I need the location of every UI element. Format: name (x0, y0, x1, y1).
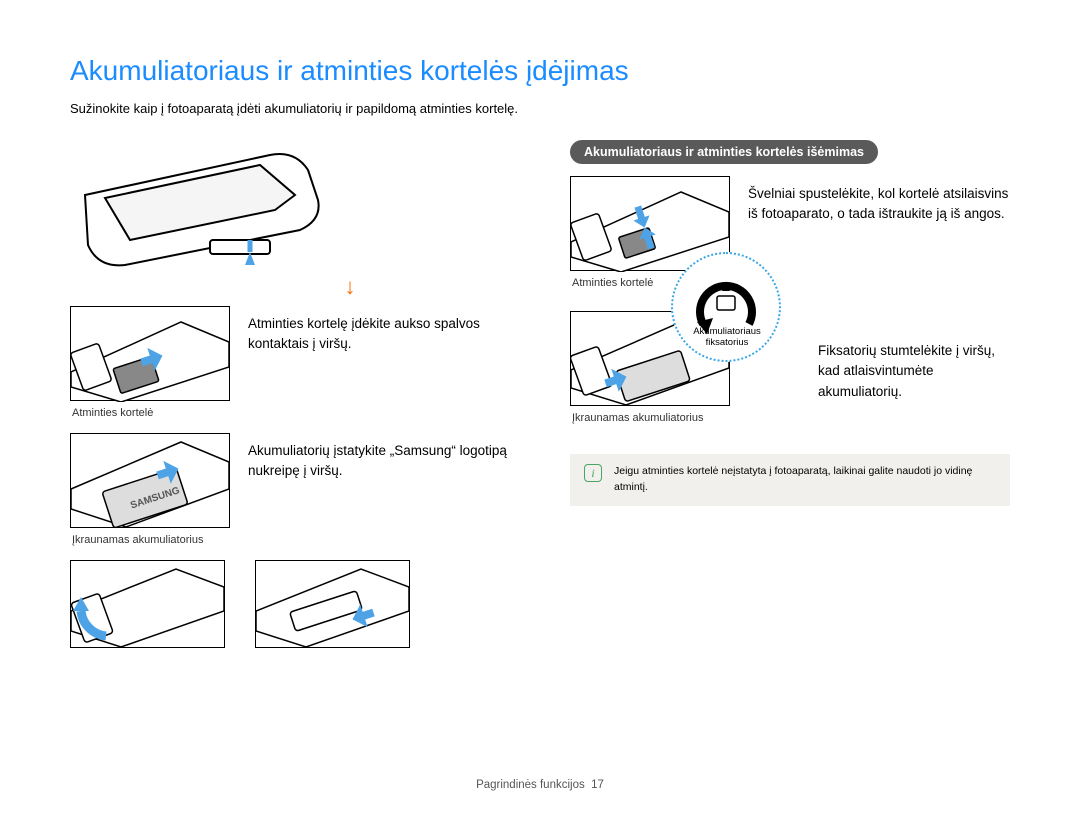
r-step2-desc: Fiksatorių stumtelėkite į viršų, kad atl… (818, 311, 1010, 402)
figure-close-2 (255, 560, 410, 648)
page-footer: Pagrindinės funkcijos 17 (0, 779, 1080, 791)
right-column: Akumuliatoriaus ir atminties kortelės iš… (570, 140, 1010, 648)
figure-close-pair (70, 560, 510, 648)
callout-label: Akumuliatoriaus fiksatorius (691, 326, 763, 349)
r-step2-caption: Įkraunamas akumuliatorius (570, 412, 1010, 424)
r-step1-desc: Švelniai spustelėkite, kol kortelė atsil… (748, 176, 1010, 225)
figure-insert-card (70, 306, 230, 401)
figure-camera-top (70, 140, 330, 270)
step2-desc: Akumuliatorių įstatykite „Samsung“ logot… (248, 433, 510, 482)
left-column: ↓ Atminties kortelę įdėkite aukso spalvo… (70, 140, 510, 648)
step2-caption: Įkraunamas akumuliatorius (70, 534, 510, 546)
step1-desc: Atminties kortelę įdėkite aukso spalvos … (248, 306, 510, 355)
section-label: Akumuliatoriaus ir atminties kortelės iš… (570, 140, 878, 164)
down-arrow-icon: ↓ (190, 274, 510, 300)
intro-text: Sužinokite kaip į fotoaparatą įdėti akum… (70, 101, 1010, 116)
figure-close-1 (70, 560, 225, 648)
note-box: i Jeigu atminties kortelė neįstatyta į f… (570, 454, 1010, 506)
note-text: Jeigu atminties kortelė neįstatyta į fot… (614, 464, 996, 496)
info-icon: i (584, 464, 602, 482)
footer-label: Pagrindinės funkcijos (476, 779, 585, 791)
page-title: Akumuliatoriaus ir atminties kortelės įd… (70, 55, 1010, 87)
figure-remove-battery: Akumuliatoriaus fiksatorius (570, 311, 730, 406)
step1-caption: Atminties kortelė (70, 407, 510, 419)
callout-circle: Akumuliatoriaus fiksatorius (671, 252, 781, 362)
figure-insert-battery: SAMSUNG (70, 433, 230, 528)
footer-page: 17 (591, 779, 604, 791)
r-step1-caption: Atminties kortelė (570, 277, 1010, 289)
